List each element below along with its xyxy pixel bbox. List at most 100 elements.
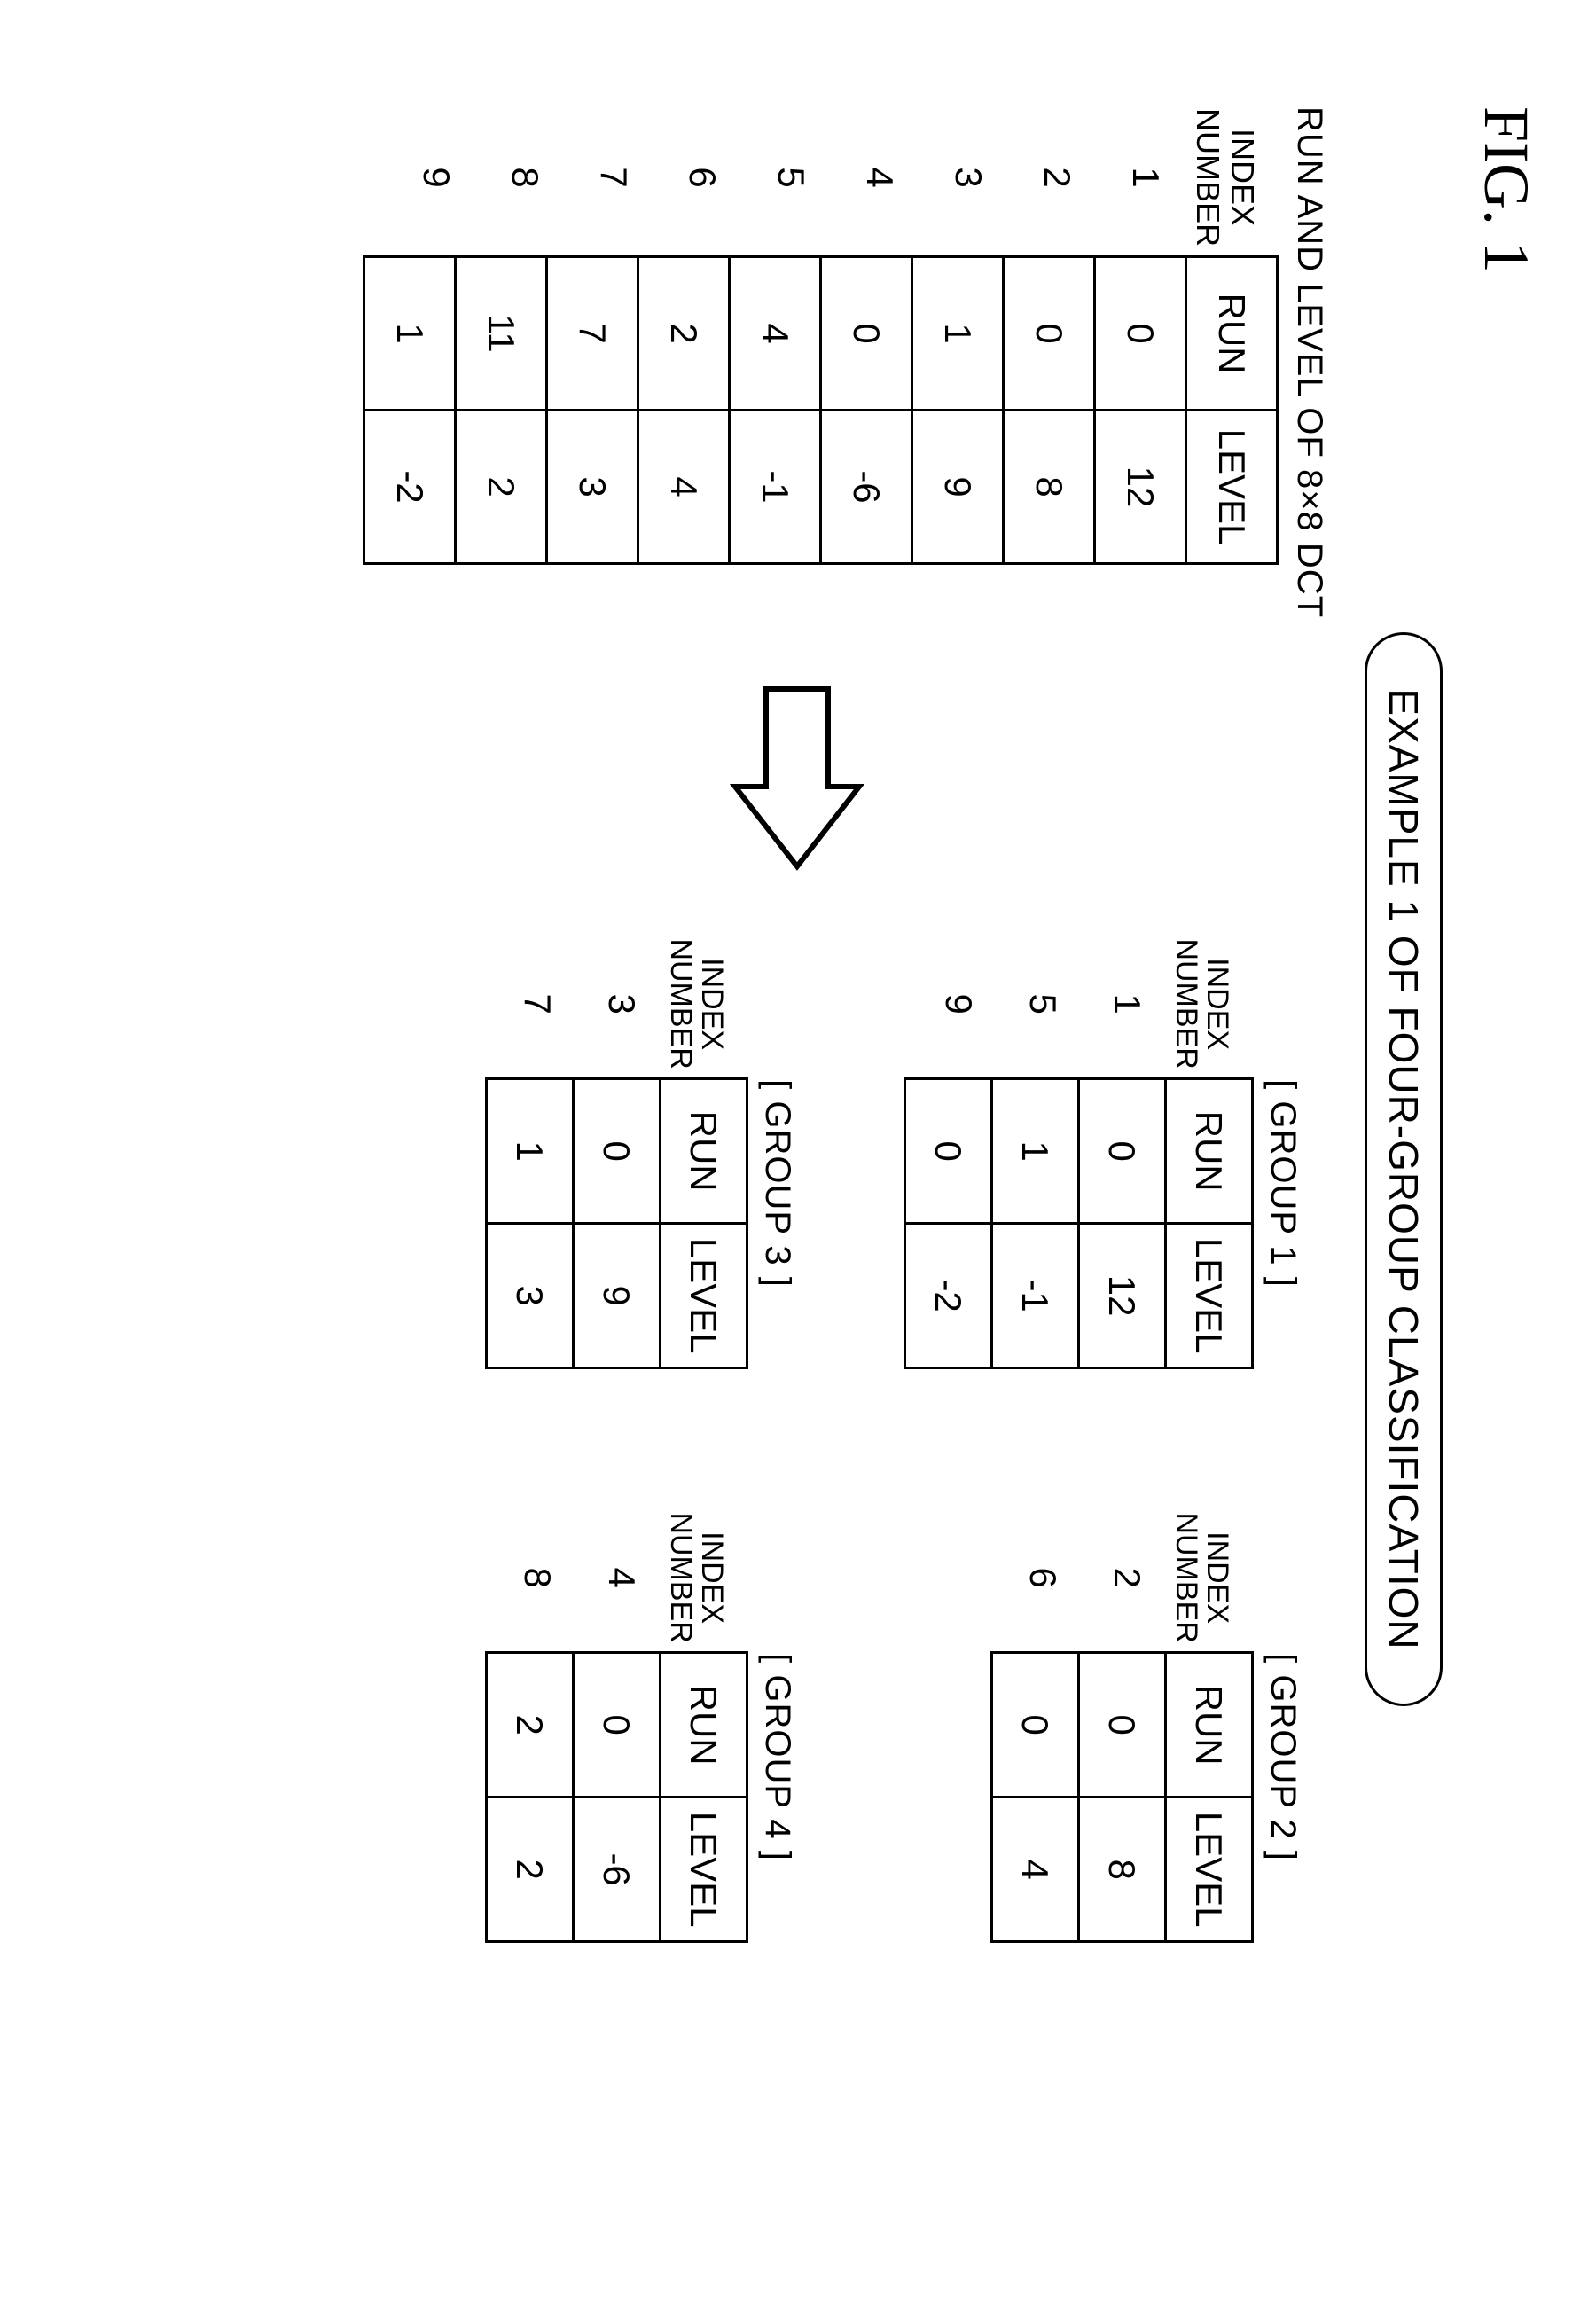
groups-column: [ GROUP 1 ] INDEX NUMBER 1 5 9 R	[485, 937, 1329, 2232]
table-row: 08	[1079, 1653, 1166, 1942]
table-row: 73	[547, 257, 638, 564]
table-header-row: RUN LEVEL	[1186, 257, 1278, 564]
level-header: LEVEL	[1186, 411, 1278, 564]
group-index-cell: 4	[580, 1511, 664, 1644]
level-cell: 3	[487, 1224, 574, 1368]
group-index-cell: 2	[1085, 1511, 1170, 1644]
group-index-header: INDEX NUMBER	[664, 937, 748, 1070]
level-cell: 12	[1079, 1224, 1166, 1368]
group-table-wrap: INDEX NUMBER 3 7 RUNLEVEL 09 13	[485, 937, 748, 1369]
table-row: 09	[574, 1079, 661, 1368]
group-table: RUNLEVEL 09 13	[485, 1077, 748, 1369]
group-4: [ GROUP 4 ] INDEX NUMBER 4 8 RUNLEVEL	[485, 1511, 797, 1943]
table-row: 0-2	[905, 1079, 992, 1368]
main-index-cell: 8	[481, 106, 569, 248]
level-cell: -2	[905, 1224, 992, 1368]
group-index-column: INDEX NUMBER 1 5 9	[904, 937, 1254, 1070]
index-header-line1: INDEX	[696, 958, 728, 1050]
group-index-column: INDEX NUMBER 3 7	[485, 937, 748, 1070]
level-cell: 4	[638, 411, 730, 564]
group-index-cell: 6	[1001, 1511, 1085, 1644]
run-cell: 0	[1079, 1653, 1166, 1798]
main-index-cell: 9	[392, 106, 481, 248]
group-3: [ GROUP 3 ] INDEX NUMBER 3 7 RUNLEVEL	[485, 937, 797, 1369]
index-header-line1: INDEX	[1201, 1531, 1233, 1624]
table-header-row: RUNLEVEL	[1166, 1653, 1253, 1942]
table-row: 1-2	[364, 257, 456, 564]
group-table-wrap: INDEX NUMBER 2 6 RUNLEVEL 08 04	[990, 1511, 1254, 1943]
main-table-column: RUN AND LEVEL OF 8×8 DCT INDEX NUMBER 1 …	[363, 106, 1329, 618]
run-cell: 0	[1079, 1079, 1166, 1224]
run-cell: 0	[821, 257, 912, 411]
index-header-line2: NUMBER	[1170, 938, 1201, 1069]
group-index-cell: 9	[917, 937, 1001, 1070]
group-index-cell: 8	[496, 1511, 580, 1644]
run-cell: 1	[912, 257, 1004, 411]
level-cell: 2	[456, 411, 547, 564]
run-cell: 4	[730, 257, 821, 411]
level-cell: 2	[487, 1798, 574, 1942]
main-index-cell: 6	[658, 106, 747, 248]
run-cell: 1	[992, 1079, 1079, 1224]
run-cell: 0	[1004, 257, 1095, 411]
group-index-column: INDEX NUMBER 2 6	[990, 1511, 1254, 1644]
level-header: LEVEL	[661, 1798, 747, 1942]
main-index-cell: 1	[1101, 106, 1190, 248]
figure-page: FIG. 1 EXAMPLE 1 OF FOUR-GROUP CLASSIFIC…	[0, 0, 1596, 2303]
arrow-right-icon	[717, 680, 877, 875]
group-index-cell: 1	[1085, 937, 1170, 1070]
group-title: [ GROUP 3 ]	[757, 937, 797, 1369]
group-table: RUNLEVEL 0-6 22	[485, 1651, 748, 1943]
group-index-header: INDEX NUMBER	[1170, 1511, 1254, 1644]
run-cell: 1	[364, 257, 456, 411]
group-title: [ GROUP 2 ]	[1263, 1511, 1303, 1943]
level-cell: -2	[364, 411, 456, 564]
table-row: 012	[1079, 1079, 1166, 1368]
group-table: RUNLEVEL 012 1-1 0-2	[904, 1077, 1254, 1369]
index-header-line2: NUMBER	[664, 1512, 696, 1642]
groups-row-top: [ GROUP 1 ] INDEX NUMBER 1 5 9 R	[904, 937, 1303, 2232]
main-index-column: INDEX NUMBER 1 2 3 4 5 6 7 8 9	[363, 106, 1279, 248]
run-header: RUN	[661, 1079, 747, 1224]
level-cell: 3	[547, 411, 638, 564]
run-header: RUN	[1166, 1079, 1253, 1224]
run-cell: 2	[487, 1653, 574, 1798]
group-index-cell: 3	[580, 937, 664, 1070]
level-cell: -6	[574, 1798, 661, 1942]
group-title: [ GROUP 4 ]	[757, 1511, 797, 1943]
table-row: 08	[1004, 257, 1095, 564]
group-index-header: INDEX NUMBER	[1170, 937, 1254, 1070]
run-cell: 0	[992, 1653, 1079, 1798]
table-row: 112	[456, 257, 547, 564]
table-header-row: RUNLEVEL	[661, 1653, 747, 1942]
arrow-column	[265, 654, 1329, 902]
run-cell: 0	[574, 1653, 661, 1798]
table-header-row: RUNLEVEL	[1166, 1079, 1253, 1368]
group-index-cell: 5	[1001, 937, 1085, 1070]
index-header-line2: NUMBER	[1190, 108, 1225, 247]
run-header: RUN	[1166, 1653, 1253, 1798]
run-header: RUN	[1186, 257, 1278, 411]
group-title: [ GROUP 1 ]	[1263, 937, 1303, 1369]
table-header-row: RUNLEVEL	[661, 1079, 747, 1368]
index-header-line1: INDEX	[1201, 958, 1233, 1050]
main-table: RUN LEVEL 012 08 19 0-6 4-1 24 73 112 1-…	[363, 255, 1279, 565]
group-index-column: INDEX NUMBER 4 8	[485, 1511, 748, 1644]
level-header: LEVEL	[1166, 1798, 1253, 1942]
group-table: RUNLEVEL 08 04	[990, 1651, 1254, 1943]
table-row: 24	[638, 257, 730, 564]
figure-title: EXAMPLE 1 OF FOUR-GROUP CLASSIFICATION	[1365, 632, 1443, 1705]
main-index-header: INDEX NUMBER	[1190, 106, 1279, 248]
index-header-line2: NUMBER	[1170, 1512, 1201, 1642]
group-index-header: INDEX NUMBER	[664, 1511, 748, 1644]
level-header: LEVEL	[1166, 1224, 1253, 1368]
main-index-cell: 4	[835, 106, 924, 248]
run-cell: 1	[487, 1079, 574, 1224]
run-cell: 0	[574, 1079, 661, 1224]
table-row: 22	[487, 1653, 574, 1942]
table-row: 012	[1095, 257, 1186, 564]
run-header: RUN	[661, 1653, 747, 1798]
table-row: 1-1	[992, 1079, 1079, 1368]
level-cell: 4	[992, 1798, 1079, 1942]
table-row: 13	[487, 1079, 574, 1368]
